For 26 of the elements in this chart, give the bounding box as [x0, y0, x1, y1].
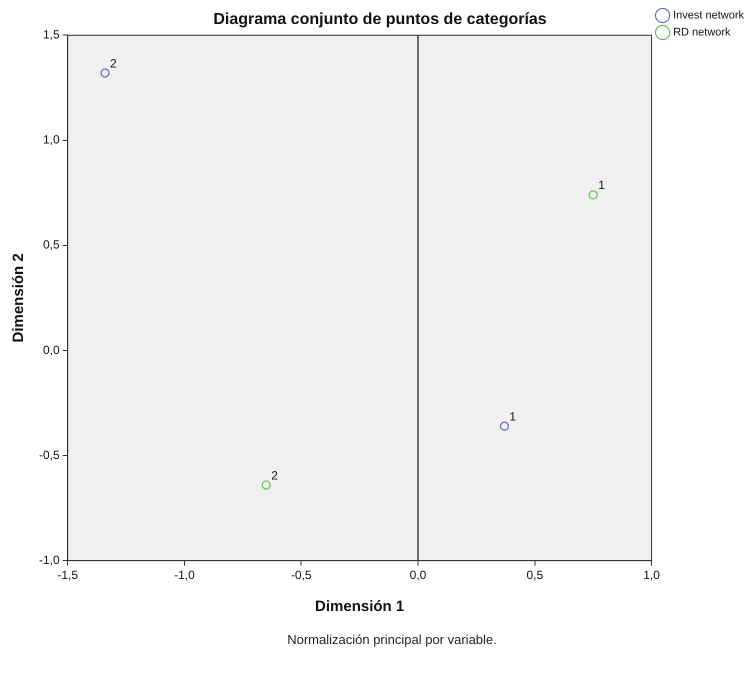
y-tick-label: -0,5 — [38, 448, 60, 462]
chart-title: Diagrama conjunto de puntos de categorías — [213, 11, 547, 28]
x-axis-title: Dimensión 1 — [315, 598, 404, 616]
x-tick-label: -1,0 — [174, 568, 196, 582]
annotation: 1 — [509, 409, 516, 424]
x-tick-label: -1,5 — [57, 568, 78, 582]
text: Normalización principal por variable. — [286, 632, 498, 647]
y-tick-label: 1,0 — [42, 132, 60, 147]
x-tick-label: 1,0 — [643, 568, 660, 582]
point — [500, 422, 510, 431]
annotation: 1 — [598, 178, 606, 192]
point — [588, 190, 598, 200]
y-tick-label: 0,5 — [42, 238, 60, 252]
annotation: 2 — [271, 468, 278, 482]
y-tick-label: 1,5 — [42, 28, 60, 42]
y-axis-title: Dimensión 2 — [10, 253, 28, 342]
y-tick-label: 0,0 — [42, 342, 60, 357]
x-tick-label: -0,5 — [290, 568, 312, 582]
x-tick-label: 0,5 — [526, 568, 544, 582]
legend-label: RD network — [673, 26, 732, 39]
legend-label: Invest network — [673, 10, 744, 22]
x-tick-label: 0,0 — [410, 568, 427, 582]
point — [262, 480, 271, 490]
annotation: 2 — [110, 56, 118, 70]
y-tick-label: -1,0 — [38, 552, 60, 567]
point — [100, 68, 110, 78]
